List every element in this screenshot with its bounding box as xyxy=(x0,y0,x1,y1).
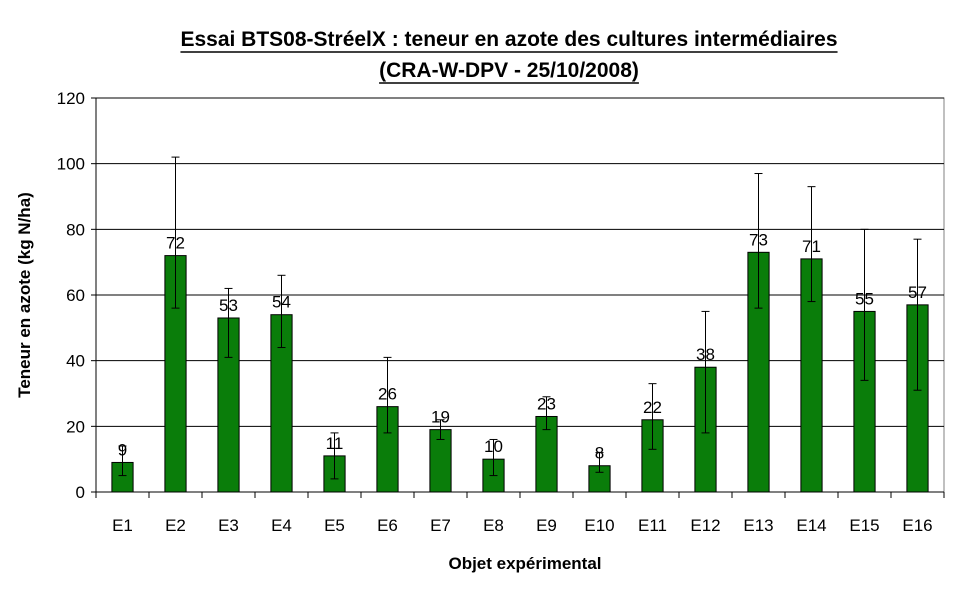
y-tick-label: 120 xyxy=(57,89,85,108)
data-label-e11: 22 xyxy=(643,398,662,417)
y-tick-label: 100 xyxy=(57,155,85,174)
data-label-e14: 71 xyxy=(802,237,821,256)
y-tick-label: 80 xyxy=(66,220,85,239)
error-bars xyxy=(118,156,922,480)
x-tick-label: E16 xyxy=(902,516,932,535)
y-axis-title: Teneur en azote (kg N/ha) xyxy=(15,192,34,398)
x-tick-label: E15 xyxy=(849,516,879,535)
x-tick-label: E8 xyxy=(483,516,504,535)
x-axis-ticks: E1 E2 E3 E4 E5 E6 E7 E8 E9 E10 E11 E12 E13 E14 E15 E16 xyxy=(95,492,945,535)
x-tick-label: E14 xyxy=(796,516,826,535)
data-label-e8: 10 xyxy=(484,437,503,456)
x-tick-label: E5 xyxy=(324,516,345,535)
data-label-e2: 72 xyxy=(166,234,185,253)
x-tick-label: E6 xyxy=(377,516,398,535)
data-label-e9: 23 xyxy=(537,394,556,413)
y-tick-label: 20 xyxy=(66,417,85,436)
x-tick-label: E7 xyxy=(430,516,451,535)
x-tick-label: E13 xyxy=(743,516,773,535)
data-label-e16: 57 xyxy=(908,283,927,302)
data-label-e1: 9 xyxy=(118,440,127,459)
data-labels: 9 72 53 54 11 26 19 10 23 8 22 38 73 71 55 57 xyxy=(118,230,927,462)
bars xyxy=(111,251,929,493)
x-tick-label: E10 xyxy=(584,516,614,535)
data-label-e4: 54 xyxy=(272,293,291,312)
x-tick-label: E11 xyxy=(638,516,667,535)
y-axis-ticks: 0 20 40 60 80 100 120 xyxy=(57,89,96,502)
y-tick-label: 40 xyxy=(66,352,85,371)
x-tick-label: E4 xyxy=(271,516,292,535)
x-tick-label: E2 xyxy=(165,516,186,535)
x-axis-title: Objet expérimental xyxy=(448,554,601,573)
x-tick-label: E3 xyxy=(218,516,239,535)
y-tick-label: 0 xyxy=(76,483,85,502)
data-label-e10: 8 xyxy=(595,444,604,463)
data-label-e3: 53 xyxy=(219,296,238,315)
data-label-e15: 55 xyxy=(855,289,874,308)
x-tick-label: E12 xyxy=(690,516,720,535)
x-tick-label: E9 xyxy=(536,516,557,535)
x-tick-label: E1 xyxy=(112,516,133,535)
data-label-e7: 19 xyxy=(431,408,450,427)
y-tick-label: 60 xyxy=(66,286,85,305)
data-label-e13: 73 xyxy=(749,230,768,249)
data-label-e5: 11 xyxy=(326,434,344,453)
chart-subtitle: (CRA-W-DPV - 25/10/2008) xyxy=(379,59,639,82)
chart-title: Essai BTS08-StréelX : teneur en azote de… xyxy=(180,28,837,51)
data-label-e12: 38 xyxy=(696,345,715,364)
data-label-e6: 26 xyxy=(378,385,397,404)
